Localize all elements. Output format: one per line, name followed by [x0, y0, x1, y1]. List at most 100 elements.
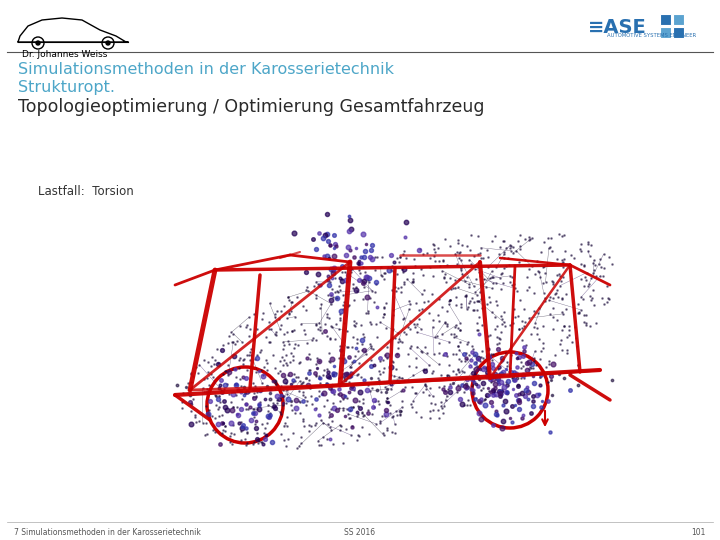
Point: [330, 242, 341, 251]
Point: [305, 366, 316, 374]
Point: [339, 392, 351, 401]
Point: [202, 373, 213, 382]
Point: [546, 390, 557, 399]
Point: [455, 266, 467, 275]
Point: [344, 405, 356, 414]
Point: [370, 278, 382, 287]
Point: [449, 333, 460, 342]
Point: [193, 417, 204, 426]
Point: [260, 333, 271, 342]
Point: [433, 382, 445, 391]
Point: [331, 294, 343, 302]
Point: [364, 294, 375, 302]
Point: [290, 403, 302, 412]
Point: [341, 425, 352, 434]
Point: [510, 348, 521, 357]
Point: [393, 373, 405, 382]
Point: [493, 339, 505, 348]
Point: [218, 385, 230, 394]
Point: [366, 254, 377, 263]
Point: [307, 234, 319, 243]
Point: [580, 321, 592, 329]
Point: [437, 385, 449, 394]
Point: [243, 332, 255, 341]
Point: [390, 428, 401, 437]
Point: [250, 368, 261, 376]
Point: [264, 299, 275, 308]
Point: [404, 296, 415, 305]
Point: [217, 426, 229, 435]
Point: [518, 304, 530, 313]
Point: [386, 384, 397, 393]
Point: [269, 313, 281, 321]
Point: [502, 362, 513, 371]
Point: [285, 298, 297, 307]
Point: [233, 363, 245, 372]
Point: [251, 428, 263, 437]
Point: [557, 273, 569, 281]
Point: [325, 321, 336, 330]
Point: [346, 422, 357, 431]
Point: [273, 315, 284, 323]
Point: [329, 273, 341, 282]
Point: [372, 373, 384, 382]
Point: [379, 350, 391, 359]
Point: [375, 271, 387, 280]
Point: [464, 401, 475, 409]
Point: [449, 322, 461, 331]
Point: [392, 338, 403, 346]
Point: [475, 253, 487, 262]
Point: [438, 255, 449, 264]
Point: [551, 315, 562, 324]
Point: [453, 341, 464, 350]
Point: [263, 412, 274, 421]
Point: [389, 283, 400, 292]
Point: [469, 350, 480, 359]
Point: [388, 311, 400, 320]
Point: [518, 343, 530, 352]
Point: [321, 364, 333, 373]
Point: [558, 254, 570, 263]
Point: [410, 389, 422, 398]
Point: [225, 428, 237, 437]
Point: [236, 338, 248, 346]
Point: [556, 308, 567, 316]
Point: [474, 294, 486, 303]
Point: [461, 291, 472, 299]
Point: [316, 328, 328, 337]
Point: [439, 270, 451, 279]
Point: [382, 398, 394, 407]
Point: [471, 319, 482, 327]
Point: [415, 305, 427, 313]
Point: [377, 411, 388, 420]
Point: [553, 269, 564, 278]
Point: [582, 238, 594, 246]
Point: [410, 299, 421, 307]
Point: [493, 380, 505, 388]
Point: [505, 364, 516, 373]
Point: [343, 301, 354, 310]
Point: [593, 259, 605, 268]
Point: [238, 383, 249, 392]
Point: [482, 331, 494, 340]
Point: [223, 390, 235, 399]
Point: [395, 282, 407, 291]
Point: [235, 436, 246, 444]
Point: [327, 440, 338, 449]
Point: [539, 297, 551, 306]
Point: [397, 374, 408, 382]
Point: [423, 361, 435, 369]
Point: [199, 430, 211, 439]
Point: [513, 325, 525, 333]
Point: [497, 379, 508, 388]
Point: [487, 371, 498, 380]
Point: [310, 371, 321, 380]
Point: [382, 424, 393, 433]
Point: [487, 386, 499, 395]
Point: [486, 267, 498, 276]
Point: [354, 269, 365, 278]
Point: [455, 357, 467, 366]
Point: [531, 360, 542, 369]
Point: [518, 347, 530, 355]
Point: [225, 397, 236, 406]
